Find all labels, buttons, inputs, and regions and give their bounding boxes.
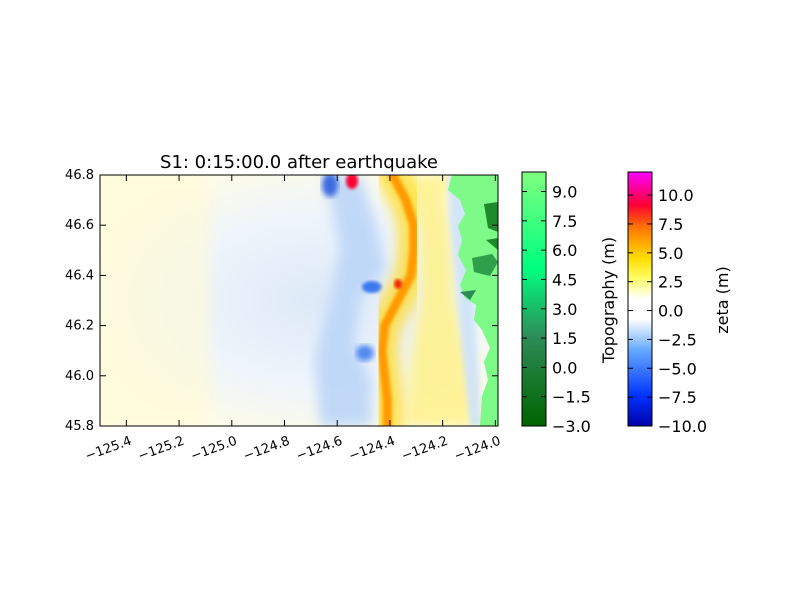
y-tick-label: 45.8 — [65, 419, 94, 434]
coastline-land — [448, 175, 498, 426]
colorbar-tick-label: 6.0 — [552, 241, 577, 260]
colorbar-tick-label: 7.5 — [552, 212, 577, 231]
y-tick-label: 46.4 — [65, 268, 94, 283]
colorbar-tick-label: 7.5 — [658, 215, 683, 234]
colorbar-tick-label: 2.5 — [658, 273, 683, 292]
colorbar-tick-label: 0.0 — [552, 358, 577, 377]
y-tick-label: 46.6 — [65, 218, 94, 233]
zeta-colorbar: −10.0 −7.5 −5.0 −2.5 0.0 2.5 5.0 7.5 10.0 zeta (… — [627, 171, 732, 436]
plot-frame — [99, 174, 499, 427]
colorbar-tick-label: 3.0 — [552, 300, 577, 319]
colorbar-tick-label: −1.5 — [552, 388, 591, 407]
inland-patch-1 — [484, 202, 498, 232]
colorbar-tick-label: −10.0 — [658, 417, 707, 436]
colorbar-tick-label: 1.5 — [552, 329, 577, 348]
colorbar-tick-label: −3.0 — [552, 417, 591, 436]
topography-colorbar: −3.0 −1.5 0.0 1.5 3.0 4.5 6.0 7.5 9.0 Topography… — [521, 171, 618, 436]
nearshore-trough — [448, 175, 482, 426]
x-tick-label: −124.2 — [400, 434, 450, 465]
y-tick-label: 46.0 — [65, 369, 94, 384]
colorbar-tick-label: 4.5 — [552, 270, 577, 289]
trough-region — [315, 175, 385, 426]
inland-patch-3 — [460, 290, 476, 300]
y-axis: 45.8 46.0 46.2 46.4 46.6 46.8 — [65, 168, 498, 434]
wave-front-crest — [377, 175, 419, 426]
x-tick-label: −125.4 — [83, 434, 133, 465]
y-tick-label: 46.2 — [65, 319, 94, 334]
heatmap-area — [100, 175, 498, 426]
inland-patch-4 — [486, 238, 498, 250]
colorbar-tick-label: −7.5 — [658, 388, 697, 407]
x-tick-label: −124.4 — [347, 434, 397, 465]
colorbar-tick-label: 5.0 — [658, 244, 683, 263]
x-tick-label: −124.6 — [294, 434, 344, 465]
y-tick-label: 46.8 — [65, 168, 94, 183]
x-tick-label: −125.2 — [136, 434, 186, 465]
chart-title: S1: 0:15:00.0 after earthquake — [160, 152, 438, 173]
x-tick-label: −124.8 — [242, 434, 292, 465]
colorbar-tick-label: −5.0 — [658, 359, 697, 378]
x-tick-label: −125.0 — [189, 434, 239, 465]
zeta-colorbar-label: zeta (m) — [713, 266, 732, 333]
inland-patch-2 — [472, 254, 498, 276]
colorbar-tick-label: 0.0 — [658, 302, 683, 321]
x-tick-label: −124.0 — [452, 434, 502, 465]
colorbar-tick-label: 9.0 — [552, 183, 577, 202]
colorbar-tick-label: 10.0 — [658, 186, 694, 205]
colorbar-tick-label: −2.5 — [658, 330, 697, 349]
topography-colorbar-label: Topography (m) — [599, 237, 618, 364]
